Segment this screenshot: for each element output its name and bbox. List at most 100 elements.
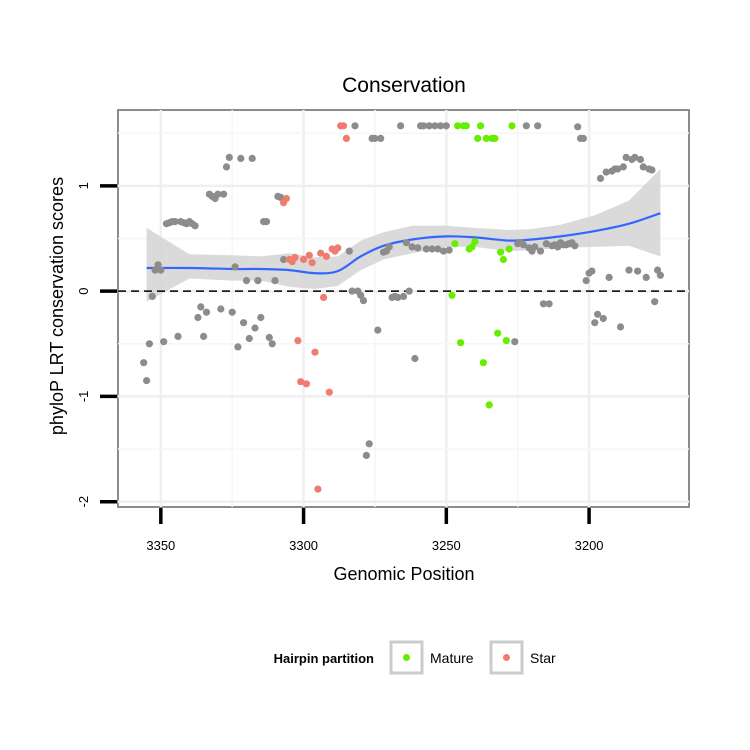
point-other — [596, 174, 605, 182]
point-other — [145, 340, 153, 348]
legend-dot-mature — [403, 654, 410, 661]
point-other — [257, 313, 265, 322]
point-other — [437, 122, 445, 130]
point-star — [282, 194, 290, 203]
point-other — [237, 154, 245, 162]
point-other — [397, 122, 405, 130]
point-other — [431, 122, 439, 130]
point-star — [308, 259, 316, 267]
point-other — [265, 333, 273, 342]
y-tick-label--2: -2 — [76, 496, 91, 508]
point-other — [531, 243, 539, 251]
point-other — [222, 163, 231, 171]
point-mature — [508, 122, 516, 130]
point-other — [268, 340, 276, 348]
point-other — [619, 163, 627, 171]
point-star — [339, 122, 348, 130]
point-other — [359, 297, 368, 305]
point-mature — [477, 122, 485, 130]
point-star — [294, 337, 302, 345]
grid-lines — [118, 110, 689, 507]
point-mature — [494, 329, 502, 337]
point-other — [405, 287, 413, 295]
x-tick-label-3350: 3350 — [146, 538, 175, 553]
series-mature — [448, 122, 516, 409]
point-mature — [485, 401, 493, 409]
point-star — [300, 255, 308, 264]
point-other — [434, 245, 442, 253]
point-star — [302, 380, 310, 388]
point-other — [277, 193, 285, 201]
point-other — [231, 263, 239, 271]
point-mature — [474, 134, 482, 142]
point-other — [140, 359, 148, 367]
point-other — [631, 153, 639, 161]
point-mature — [482, 134, 490, 142]
x-tick-label-3200: 3200 — [575, 538, 604, 553]
point-other — [651, 298, 659, 306]
point-other — [616, 323, 625, 331]
point-other — [197, 303, 205, 311]
point-star — [317, 249, 325, 257]
point-other — [411, 354, 419, 363]
point-other — [539, 300, 548, 308]
point-mature — [502, 337, 510, 345]
point-other — [602, 168, 610, 176]
point-other — [217, 305, 225, 313]
legend-dot-star — [503, 654, 510, 661]
point-other — [194, 313, 202, 322]
y-axis: -2 -1 0 1 — [76, 182, 117, 507]
point-other — [385, 243, 393, 251]
point-other — [605, 273, 613, 281]
point-other — [365, 440, 373, 448]
point-mature — [491, 134, 499, 142]
point-other — [639, 163, 647, 171]
point-star — [342, 134, 350, 142]
point-other — [522, 122, 530, 130]
point-other — [402, 239, 410, 247]
smooth-line — [146, 212, 661, 275]
point-mature — [451, 240, 459, 248]
point-other — [591, 319, 599, 327]
point-other — [408, 243, 416, 251]
point-star — [305, 251, 313, 259]
point-mature — [497, 248, 505, 256]
point-other — [571, 242, 579, 250]
point-other — [202, 308, 211, 316]
plot-panel — [117, 109, 690, 508]
legend-label-star: Star — [530, 650, 556, 666]
y-axis-title: phyloP LRT conservation scores — [47, 177, 67, 435]
x-axis: 3350 3300 3250 3200 — [146, 508, 604, 553]
point-other — [143, 377, 151, 385]
point-other — [614, 165, 622, 173]
point-other — [357, 291, 365, 299]
point-other — [271, 277, 279, 285]
point-other — [582, 277, 590, 285]
point-other — [234, 343, 242, 351]
point-mature — [505, 245, 513, 253]
chart-title: Conservation — [342, 74, 466, 97]
point-star — [320, 293, 328, 301]
point-other — [399, 292, 408, 300]
point-other — [377, 134, 385, 142]
legend: Hairpin partition Mature Star — [274, 640, 556, 675]
point-other — [625, 266, 633, 274]
point-other — [371, 134, 379, 142]
point-other — [519, 241, 528, 249]
point-star — [325, 388, 333, 396]
x-axis-title: Genomic Position — [333, 564, 474, 584]
point-mature — [479, 359, 487, 367]
point-star — [322, 252, 330, 260]
series-star — [280, 122, 350, 493]
point-star — [297, 378, 305, 386]
point-star — [311, 348, 319, 356]
point-other — [394, 293, 402, 301]
point-other — [151, 266, 159, 274]
point-other — [240, 319, 248, 327]
point-other — [214, 190, 222, 198]
point-other — [428, 245, 436, 253]
point-other — [245, 334, 253, 343]
legend-label-mature: Mature — [430, 650, 474, 666]
point-other — [656, 271, 665, 279]
point-other — [200, 332, 208, 340]
